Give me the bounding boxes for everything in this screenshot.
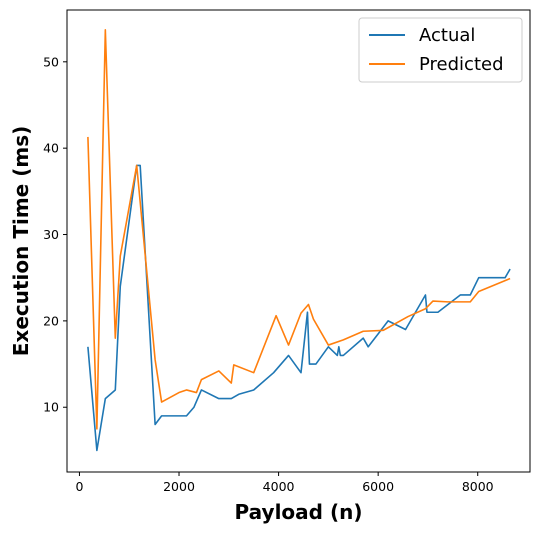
series-line-actual (87, 164, 511, 452)
y-axis-ticks: 10 20 30 40 50 (43, 54, 67, 415)
x-tick-label: 8000 (462, 479, 494, 494)
x-axis-ticks: 0 2000 4000 6000 8000 (75, 472, 494, 494)
x-axis-label: Payload (n) (235, 500, 363, 524)
x-tick-label: 4000 (263, 479, 295, 494)
y-tick-label: 20 (43, 313, 59, 328)
legend-label-actual: Actual (419, 25, 475, 46)
plot-area-frame (66, 9, 531, 473)
legend: Actual Predicted (358, 17, 523, 83)
x-tick-label: 6000 (362, 479, 394, 494)
y-tick-label: 30 (43, 227, 59, 242)
x-tick-label: 0 (75, 479, 83, 494)
y-tick-label: 50 (43, 54, 59, 69)
legend-label-predicted: Predicted (419, 54, 504, 75)
y-tick-label: 40 (43, 141, 59, 156)
series-layer (87, 29, 511, 452)
x-tick-label: 2000 (163, 479, 195, 494)
series-line-predicted (87, 29, 511, 430)
y-axis-label: Execution Time (ms) (9, 126, 33, 356)
y-tick-label: 10 (43, 400, 59, 415)
